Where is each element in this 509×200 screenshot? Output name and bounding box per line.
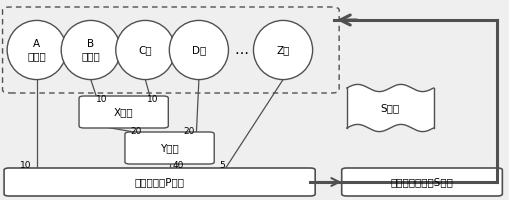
Text: 40: 40 xyxy=(173,162,184,170)
Text: …: … xyxy=(234,43,248,57)
Text: 分割法人（P社）: 分割法人（P社） xyxy=(134,177,184,187)
Text: B
（子）: B （子） xyxy=(81,39,100,61)
Text: D社: D社 xyxy=(191,45,206,55)
Polygon shape xyxy=(346,84,433,132)
Text: Z社: Z社 xyxy=(276,45,289,55)
Ellipse shape xyxy=(61,20,120,80)
FancyBboxPatch shape xyxy=(4,168,315,196)
FancyBboxPatch shape xyxy=(79,96,168,128)
Text: 5: 5 xyxy=(218,162,224,170)
FancyBboxPatch shape xyxy=(341,168,501,196)
Text: A
（親）: A （親） xyxy=(27,39,46,61)
Text: 20: 20 xyxy=(130,128,142,136)
FancyBboxPatch shape xyxy=(125,132,214,164)
Ellipse shape xyxy=(169,20,228,80)
Text: S株式: S株式 xyxy=(380,103,399,113)
Ellipse shape xyxy=(116,20,175,80)
Ellipse shape xyxy=(253,20,312,80)
Text: C社: C社 xyxy=(138,45,152,55)
Text: 20: 20 xyxy=(183,128,194,136)
Ellipse shape xyxy=(7,20,66,80)
Text: 10: 10 xyxy=(96,96,107,104)
Text: 分割承継法人（S社）: 分割承継法人（S社） xyxy=(390,177,453,187)
Text: 10: 10 xyxy=(147,96,158,104)
Text: 10: 10 xyxy=(20,162,31,170)
Text: Y組合: Y組合 xyxy=(160,143,179,153)
Text: X組合: X組合 xyxy=(114,107,133,117)
